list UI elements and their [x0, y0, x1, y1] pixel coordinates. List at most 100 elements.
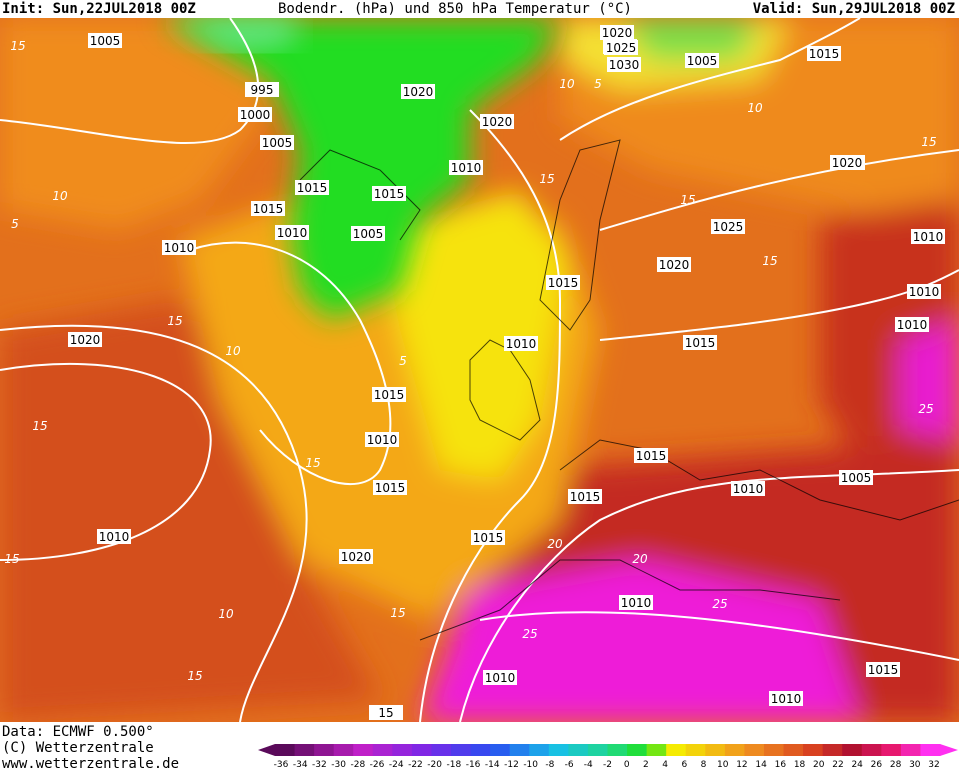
colorbar-swatch [627, 744, 648, 756]
isobar-label: 1010 [731, 481, 765, 496]
label-box [88, 33, 122, 48]
isotherm-value: 15 [10, 39, 25, 53]
isobar-label: 1005 [839, 470, 873, 485]
label-box [683, 335, 717, 350]
map-title: Bodendr. (hPa) und 850 hPa Temperatur (°… [278, 1, 632, 17]
isobar-label: 1015 [546, 275, 580, 290]
isobar-value: 1015 [548, 276, 579, 290]
label-box [373, 480, 407, 495]
colorbar-tick-label: 8 [701, 760, 707, 770]
label-box [449, 160, 483, 175]
isobar-value: 1015 [868, 663, 899, 677]
isobar-value: 1015 [253, 202, 284, 216]
isobar-value: 1010 [897, 318, 928, 332]
isobar-labels: 1005995100010051015101510101015101010201… [68, 25, 945, 720]
isotherm-value: 15 [680, 193, 695, 207]
colorbar-tick-label: -8 [545, 760, 554, 770]
colorbar-tick-label: -4 [584, 760, 593, 770]
isobar-label: 1020 [830, 155, 864, 170]
label-box [245, 82, 279, 97]
label-box [604, 40, 638, 55]
label-box [369, 705, 403, 720]
isotherm-value: 10 [225, 344, 241, 358]
isobar-label: 1015 [807, 46, 841, 61]
isobar-label: 1015 [866, 662, 900, 677]
colorbar-swatch [529, 744, 550, 756]
isobar-label: 1000 [238, 107, 272, 122]
isotherm-value: 10 [559, 77, 575, 91]
isobar-label: 1010 [97, 529, 131, 544]
cold-region [160, 18, 560, 320]
colorbar-tick-label: -32 [312, 760, 327, 770]
colorbar-swatch [353, 744, 374, 756]
label-box [895, 317, 929, 332]
colorbar-swatch [568, 744, 589, 756]
isobar-label: 1015 [568, 489, 602, 504]
label-box [685, 53, 719, 68]
label-box [372, 186, 406, 201]
isobar-label: 1010 [162, 240, 196, 255]
colorbar-tick-label: -36 [274, 760, 289, 770]
colorbar-tick-label: 32 [928, 760, 939, 770]
isobar-label: 1010 [619, 595, 653, 610]
isobar-value: 15 [378, 706, 393, 720]
isobar-value: 995 [251, 83, 274, 97]
isobar-value: 1015 [375, 481, 406, 495]
isotherm-value: 15 [187, 669, 202, 683]
colorbar-tick-label: -24 [389, 760, 404, 770]
label-box [731, 481, 765, 496]
isotherm-value: 15 [32, 419, 47, 433]
isobar-value: 1005 [687, 54, 718, 68]
colorbar-tick-label: 22 [832, 760, 843, 770]
isobar-value: 1010 [451, 161, 482, 175]
colorbar-swatch [451, 744, 472, 756]
label-box [907, 284, 941, 299]
isotherm-value: 5 [594, 77, 602, 91]
isotherm-value: 10 [52, 189, 68, 203]
isobar-label: 1010 [483, 670, 517, 685]
isobar-label: 1015 [373, 480, 407, 495]
colorbar-swatch [607, 744, 628, 756]
colorbar-tick-label: -10 [523, 760, 538, 770]
colorbar-swatch [920, 744, 941, 756]
isobar-value: 1010 [485, 671, 516, 685]
colorbar-tick-label: -16 [466, 760, 481, 770]
isobar-label: 1015 [634, 448, 668, 463]
isobar-value: 1010 [621, 596, 652, 610]
label-box [807, 46, 841, 61]
colorbar-tick-label: -2 [603, 760, 612, 770]
colorbar-swatch [744, 744, 765, 756]
colorbar-tick-label: 28 [890, 760, 902, 770]
cold-core [170, 18, 300, 50]
isobar-value: 1010 [913, 230, 944, 244]
label-box [372, 387, 406, 402]
isotherm-value: 15 [4, 552, 19, 566]
colorbar-tick-label: 0 [624, 760, 630, 770]
isobar-value: 1020 [659, 258, 690, 272]
label-box [68, 332, 102, 347]
valid-time: Valid: Sun,29JUL2018 00Z [753, 1, 955, 17]
label-box [600, 25, 634, 40]
colorbar-swatch [392, 744, 413, 756]
isobar-label: 1005 [351, 226, 385, 241]
isotherm-value: 15 [762, 254, 777, 268]
label-box [351, 226, 385, 241]
colorbar-swatch [314, 744, 335, 756]
colorbar-swatch [646, 744, 667, 756]
colorbar-tick-label: 20 [813, 760, 825, 770]
isotherm-value: 25 [918, 402, 933, 416]
colorbar-swatch [783, 744, 804, 756]
colorbar-tick-label: -22 [408, 760, 423, 770]
isotherm-value: 20 [547, 537, 563, 551]
isobar-label: 1010 [365, 432, 399, 447]
label-box [839, 470, 873, 485]
colorbar-swatch [842, 744, 863, 756]
isobar-value: 1025 [606, 41, 637, 55]
map: 1005995100010051015101510101015101010201… [0, 18, 959, 722]
colorbar-tick-label: 10 [717, 760, 729, 770]
isobar-label: 1030 [607, 57, 641, 72]
isobar-label: 1015 [295, 180, 329, 195]
isobar-label: 1005 [685, 53, 719, 68]
colorbar-tick-label: -34 [293, 760, 308, 770]
label-box [769, 691, 803, 706]
